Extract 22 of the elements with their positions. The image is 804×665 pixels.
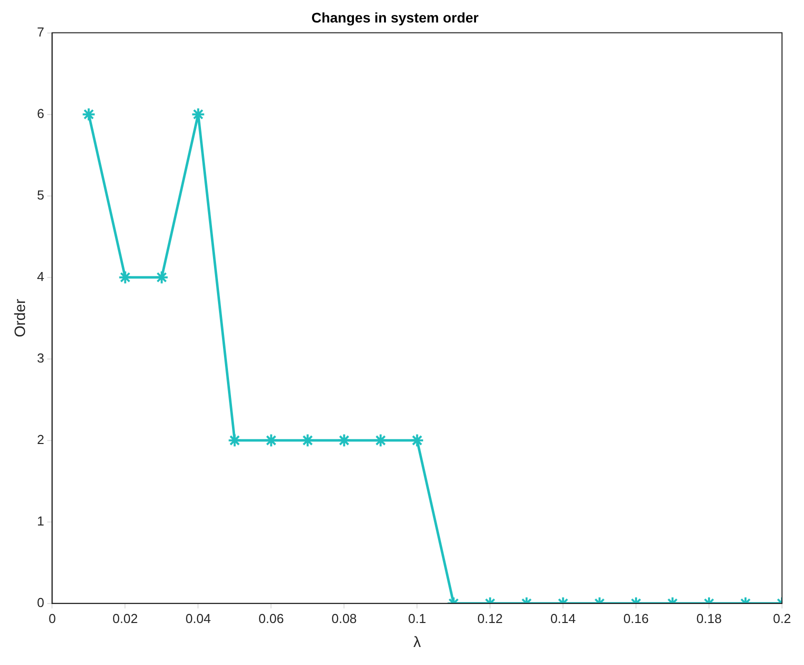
x-tick-label: 0 <box>48 610 56 626</box>
y-tick-label: 2 <box>36 432 44 447</box>
x-tick-label: 0.08 <box>331 610 357 626</box>
y-tick-label: 6 <box>36 106 44 121</box>
x-axis-title: λ <box>413 634 422 652</box>
x-tick-label: 0.12 <box>477 610 503 626</box>
x-tick-label: 0.06 <box>258 610 284 626</box>
y-tick-label: 5 <box>36 187 44 202</box>
y-tick-label: 1 <box>36 513 44 528</box>
y-tick-label: 4 <box>36 268 44 284</box>
x-tick-label: 0.1 <box>408 610 426 626</box>
x-tick-label: 0.02 <box>112 610 138 626</box>
x-tick-label: 0.2 <box>772 610 792 626</box>
chart-title: Changes in system order <box>311 9 480 26</box>
x-tick-label: 0.18 <box>696 610 722 626</box>
y-axis-title: Order <box>12 298 30 338</box>
y-tick-label: 3 <box>36 350 44 366</box>
y-tick-label: 7 <box>36 24 44 40</box>
x-tick-label: 0.14 <box>550 610 576 626</box>
y-tick-label: 0 <box>36 594 44 610</box>
x-tick-label: 0.16 <box>623 610 649 626</box>
x-tick-label: 0.04 <box>186 610 211 626</box>
